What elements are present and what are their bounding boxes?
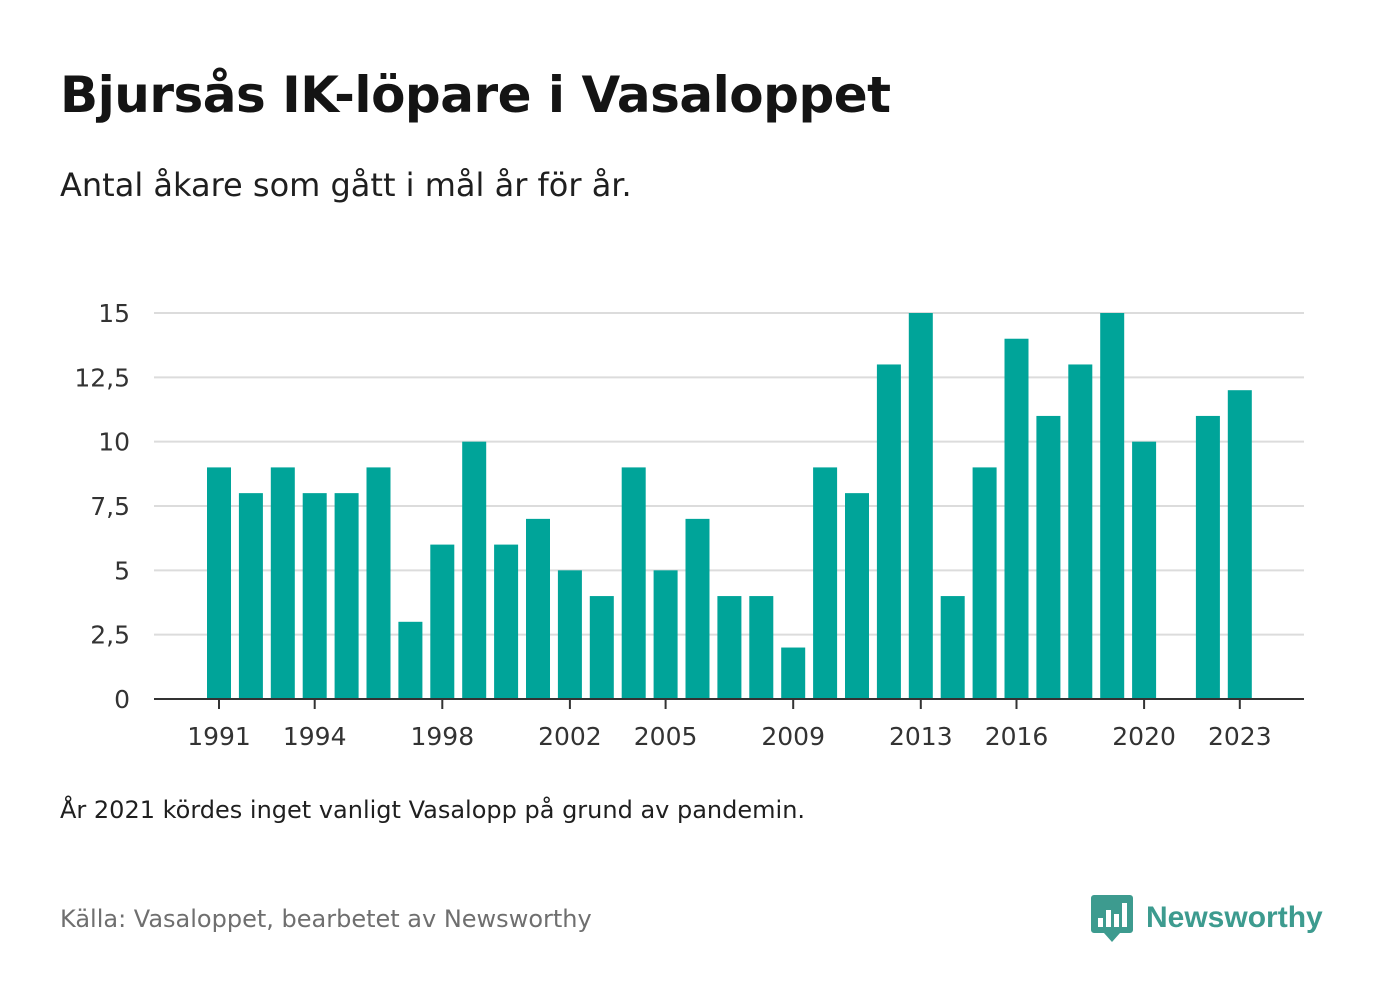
x-tick-label: 2009 [761, 722, 825, 751]
bar-2015 [972, 467, 997, 699]
y-tick-label: 12,5 [74, 363, 130, 392]
chart-subtitle: Antal åkare som gått i mål år för år. [60, 166, 632, 204]
bar-2010 [813, 467, 838, 699]
bar-1992 [238, 493, 263, 699]
bar-2009 [781, 647, 806, 699]
bar-1994 [302, 493, 327, 699]
bar-2016 [1004, 338, 1029, 699]
x-tick-label: 1994 [283, 722, 347, 751]
x-tick-label: 2020 [1112, 722, 1176, 751]
bar-chart: 0 2,5 5 7,5 10 12,5 15 1991 1994 1998 2002 2005 2009… [74, 299, 1304, 751]
bar-2001 [526, 518, 550, 699]
bar-2014 [940, 596, 965, 699]
bar-2012 [876, 364, 901, 699]
axes: 0 2,5 5 7,5 10 12,5 15 1991 1994 1998 2002 2005 2009… [74, 299, 1304, 751]
bar-1997 [398, 621, 423, 699]
x-tick-label: 2005 [634, 722, 698, 751]
bar-2020 [1132, 441, 1157, 699]
y-tick-label: 0 [114, 685, 130, 714]
y-tick-label: 15 [98, 299, 130, 328]
bar-2002 [557, 570, 582, 699]
bar-1995 [334, 493, 359, 699]
bar-1991 [207, 467, 231, 699]
bar-2018 [1068, 364, 1093, 699]
bar-2006 [685, 518, 710, 699]
x-tick-label: 1991 [187, 722, 251, 751]
footnote: År 2021 kördes inget vanligt Vasalopp på… [60, 796, 806, 824]
newsworthy-logo-icon [1091, 895, 1133, 942]
source-text: Källa: Vasaloppet, bearbetet av Newswort… [60, 905, 592, 933]
x-tick-label: 2016 [985, 722, 1049, 751]
bar-2004 [621, 467, 646, 699]
bar-1999 [462, 441, 487, 699]
y-tick-label: 7,5 [90, 492, 130, 521]
bar-2022 [1195, 415, 1220, 699]
bar-2019 [1100, 313, 1125, 699]
newsworthy-brand[interactable]: Newsworthy [1090, 893, 1323, 943]
bar-1996 [366, 467, 391, 699]
x-tick-label: 2013 [889, 722, 953, 751]
bar-2013 [908, 313, 933, 699]
bar-2003 [589, 596, 614, 699]
x-tick-label: 2023 [1208, 722, 1272, 751]
bar-1993 [270, 467, 295, 699]
chart-title: Bjursås IK-löpare i Vasaloppet [60, 66, 891, 124]
x-tick-label: 1998 [410, 722, 474, 751]
bar-1998 [430, 544, 455, 699]
brand-name: Newsworthy [1146, 901, 1323, 934]
x-tick-label: 2002 [538, 722, 602, 751]
bar-2011 [845, 493, 869, 699]
bar-2023 [1227, 390, 1252, 699]
bars [207, 313, 1252, 699]
bar-2017 [1036, 415, 1061, 699]
bar-2000 [494, 544, 519, 699]
y-tick-label: 10 [98, 428, 130, 457]
bar-2005 [653, 570, 678, 699]
y-tick-label: 2,5 [90, 621, 130, 650]
bar-2008 [749, 596, 774, 699]
bar-2007 [717, 596, 742, 699]
y-tick-label: 5 [114, 556, 130, 585]
